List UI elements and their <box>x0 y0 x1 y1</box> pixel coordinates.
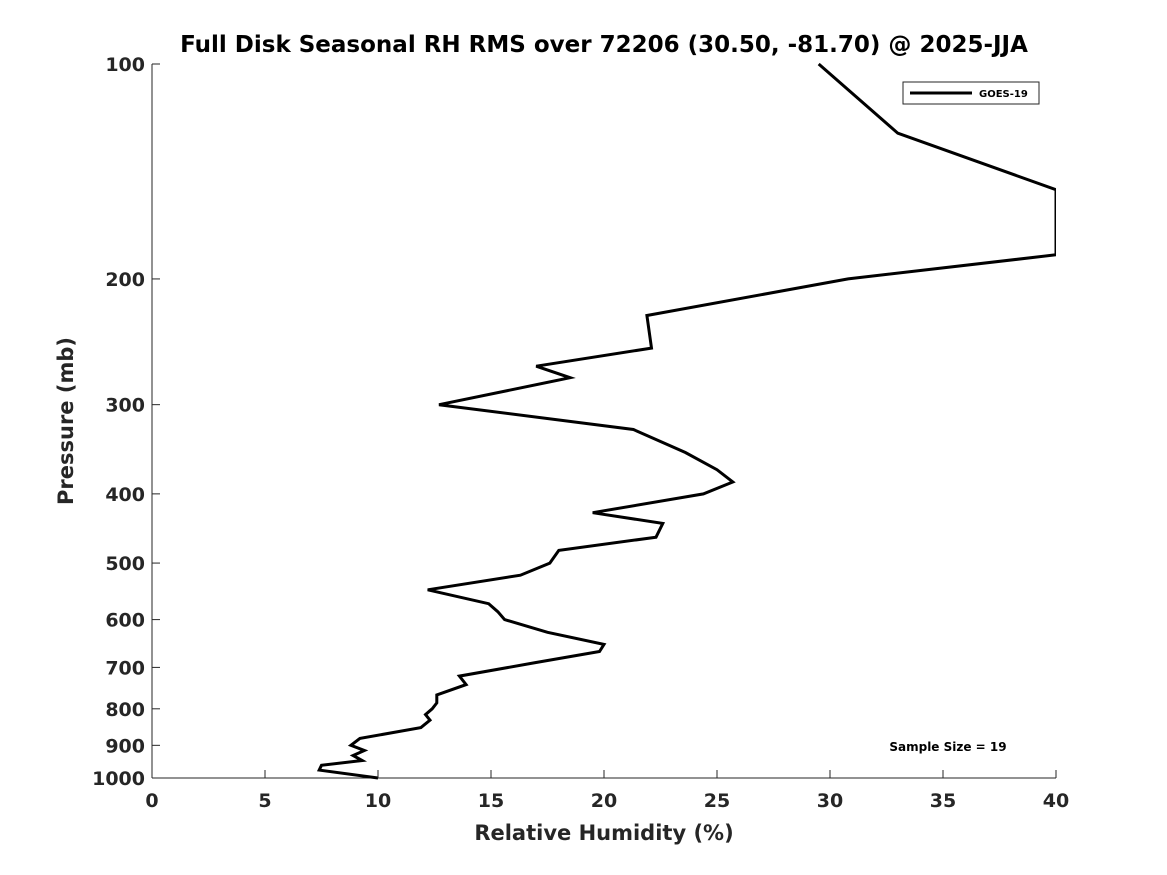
legend-label: GOES-19 <box>979 89 1028 100</box>
legend: GOES-19 <box>902 81 1040 105</box>
x-tick-label: 15 <box>478 790 504 812</box>
y-tick-label: 700 <box>105 657 145 679</box>
y-tick-label: 600 <box>105 610 145 632</box>
x-axis-label: Relative Humidity (%) <box>474 821 733 845</box>
x-tick-label: 20 <box>591 790 617 812</box>
x-tick-label: 10 <box>365 790 391 812</box>
x-tick-label: 40 <box>1043 790 1069 812</box>
y-tick-label: 800 <box>105 699 145 721</box>
x-tick-label: 35 <box>930 790 956 812</box>
x-tick-label: 30 <box>817 790 843 812</box>
y-tick-label: 400 <box>105 484 145 506</box>
y-tick-label: 300 <box>105 395 145 417</box>
y-tick-label: 500 <box>105 553 145 575</box>
y-tick-label: 900 <box>105 735 145 757</box>
plot-area <box>151 62 1056 780</box>
sample-size-annotation: Sample Size = 19 <box>889 740 1006 754</box>
series-line-0 <box>316 62 1056 780</box>
x-tick-label: 0 <box>145 790 158 812</box>
y-axis-label: Pressure (mb) <box>54 337 78 505</box>
y-tick-label: 100 <box>105 54 145 76</box>
x-tick-label: 25 <box>704 790 730 812</box>
y-tick-label: 1000 <box>92 768 145 790</box>
x-tick-label: 5 <box>258 790 271 812</box>
y-tick-label: 200 <box>105 269 145 291</box>
chart-title: Full Disk Seasonal RH RMS over 72206 (30… <box>180 32 1028 58</box>
y-axis-ticks: 100 200 300 400 500 600 700 800 900 1000 <box>92 54 160 790</box>
x-axis-ticks: 0 5 10 15 20 25 30 35 40 <box>145 770 1069 812</box>
